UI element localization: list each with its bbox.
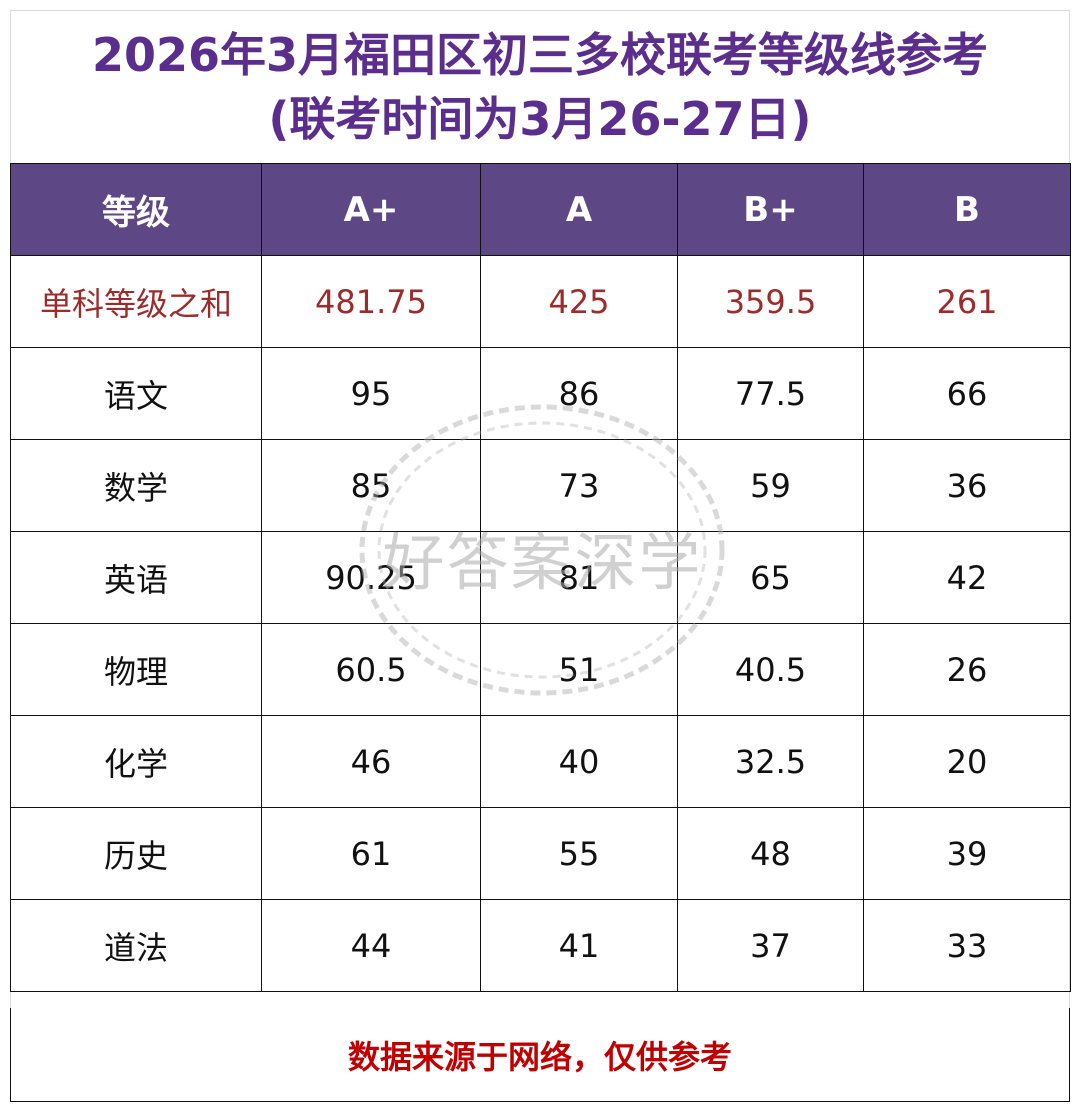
- table-cell: 73: [480, 439, 678, 532]
- header-cell-a: A: [480, 163, 678, 256]
- table-cell: 36: [863, 439, 1071, 532]
- table-cell: 85: [261, 439, 481, 532]
- table-cell: 359.5: [677, 255, 864, 348]
- table-row: 历史 61 55 48 39: [10, 807, 1071, 900]
- table-cell: 65: [677, 531, 864, 624]
- table-cell: 32.5: [677, 715, 864, 808]
- table-cell: 60.5: [261, 623, 481, 716]
- table-cell: 95: [261, 347, 481, 440]
- table-cell: 55: [480, 807, 678, 900]
- table-cell: 33: [863, 899, 1071, 992]
- table-cell: 425: [480, 255, 678, 348]
- table-cell: 40.5: [677, 623, 864, 716]
- source-note: 数据来源于网络，仅供参考: [10, 1008, 1070, 1102]
- header-cell-a-plus: A+: [261, 163, 481, 256]
- table-cell: 86: [480, 347, 678, 440]
- table-cell: 44: [261, 899, 481, 992]
- table-cell: 42: [863, 531, 1071, 624]
- table-row: 语文 95 86 77.5 66: [10, 347, 1071, 440]
- table-cell: 48: [677, 807, 864, 900]
- table-cell: 90.25: [261, 531, 481, 624]
- table-row: 道法 44 41 37 33: [10, 899, 1071, 992]
- subject-label: 语文: [10, 347, 262, 440]
- title-line-2: (联考时间为3月26-27日): [268, 91, 812, 146]
- table-cell: 46: [261, 715, 481, 808]
- table-cell: 61: [261, 807, 481, 900]
- table-cell: 81: [480, 531, 678, 624]
- table-row: 化学 46 40 32.5 20: [10, 715, 1071, 808]
- table-cell: 77.5: [677, 347, 864, 440]
- header-cell-b: B: [863, 163, 1071, 256]
- subject-label: 化学: [10, 715, 262, 808]
- table-cell: 40: [480, 715, 678, 808]
- table-row: 英语 90.25 81 65 42: [10, 531, 1071, 624]
- subject-label: 数学: [10, 439, 262, 532]
- table-cell: 261: [863, 255, 1071, 348]
- table-cell: 41: [480, 899, 678, 992]
- table-cell: 66: [863, 347, 1071, 440]
- table-row: 物理 60.5 51 40.5 26: [10, 623, 1071, 716]
- subject-label: 物理: [10, 623, 262, 716]
- table-cell: 20: [863, 715, 1071, 808]
- header-cell-b-plus: B+: [677, 163, 864, 256]
- table-cell: 39: [863, 807, 1071, 900]
- subject-label: 历史: [10, 807, 262, 900]
- table-cell: 26: [863, 623, 1071, 716]
- header-row: 等级 A+ A B+ B: [10, 163, 1071, 256]
- grade-table: 等级 A+ A B+ B 单科等级之和 481.75 425 359.5 261…: [10, 163, 1071, 992]
- sum-row: 单科等级之和 481.75 425 359.5 261: [10, 255, 1071, 348]
- sum-row-label: 单科等级之和: [10, 255, 262, 348]
- page-title: 2026年3月福田区初三多校联考等级线参考 (联考时间为3月26-27日): [10, 10, 1070, 163]
- table-row: 数学 85 73 59 36: [10, 439, 1071, 532]
- table-cell: 37: [677, 899, 864, 992]
- table-cell: 51: [480, 623, 678, 716]
- subject-label: 道法: [10, 899, 262, 992]
- table-cell: 481.75: [261, 255, 481, 348]
- subject-label: 英语: [10, 531, 262, 624]
- table-cell: 59: [677, 439, 864, 532]
- header-cell-grade: 等级: [10, 163, 262, 256]
- title-line-1: 2026年3月福田区初三多校联考等级线参考: [91, 27, 989, 82]
